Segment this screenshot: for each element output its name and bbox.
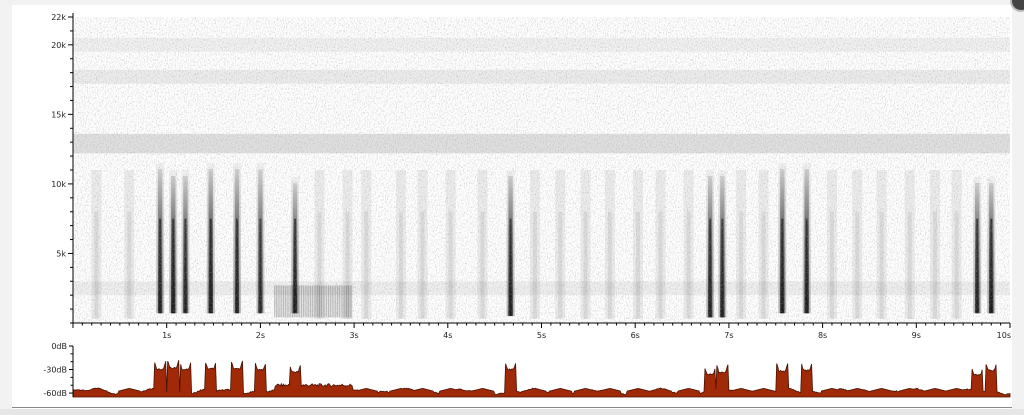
footer-strip	[0, 409, 1024, 415]
x-tick-label: 9s	[912, 331, 921, 340]
spectrogram-axes: 5k 10k 15k 20k 22k 1s 2s 3s 4s 5s 6s 7s 8s 9s 10s	[51, 13, 1011, 340]
amplitude-envelope	[72, 360, 1011, 398]
panel-divider	[12, 407, 1012, 408]
spectrogram-noise-texture	[73, 17, 1010, 323]
x-tick-label: 4s	[443, 331, 452, 340]
x-tick-label: 6s	[631, 331, 640, 340]
amp-tick-label: -30dB	[43, 366, 67, 375]
amplitude-axes: 0dB -30dB -60dB	[43, 342, 74, 398]
x-tick-label: 7s	[724, 331, 733, 340]
audio-analysis-panel: 5k 10k 15k 20k 22k 1s 2s 3s 4s 5s 6s 7s 8s 9s 10s 0dB -…	[12, 5, 1012, 409]
y-tick-label: 22k	[51, 13, 66, 22]
y-tick-label: 15k	[51, 110, 66, 119]
x-tick-label: 2s	[256, 331, 265, 340]
y-tick-label: 5k	[56, 249, 66, 258]
y-tick-label: 10k	[51, 180, 66, 189]
x-tick-label: 1s	[162, 331, 171, 340]
spectrogram-plot	[73, 17, 1010, 323]
amp-tick-label: -60dB	[43, 389, 67, 398]
amp-tick-label: 0dB	[51, 342, 67, 351]
spectrogram-and-waveform: 5k 10k 15k 20k 22k 1s 2s 3s 4s 5s 6s 7s 8s 9s 10s 0dB -…	[43, 13, 1011, 398]
y-tick-label: 20k	[51, 41, 66, 50]
close-icon[interactable]	[1010, 0, 1024, 12]
amplitude-plot	[72, 360, 1011, 398]
x-tick-label: 10s	[997, 331, 1011, 340]
x-tick-label: 8s	[818, 331, 827, 340]
x-tick-label: 3s	[349, 331, 358, 340]
x-tick-label: 5s	[537, 331, 546, 340]
